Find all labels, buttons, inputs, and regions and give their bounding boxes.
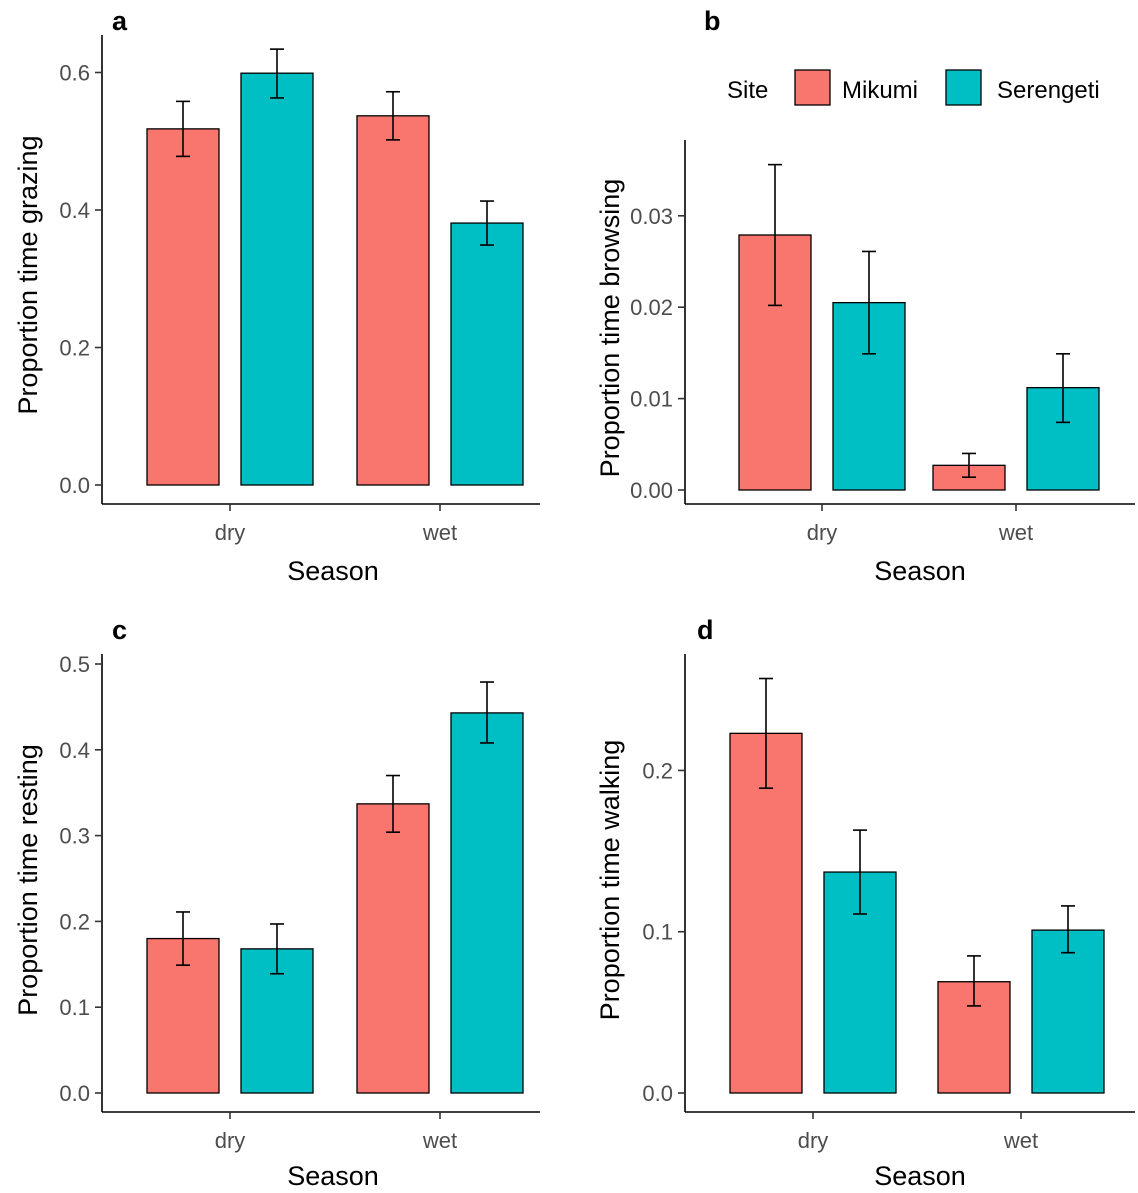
panel-d: d 0.0 0.1 0.2 dry wet Season Proportion time wa…: [595, 615, 1135, 1191]
legend-swatch-serengeti: [945, 69, 982, 106]
panel-letter: c: [112, 615, 127, 645]
x-tick-label-wet: wet: [422, 520, 457, 545]
x-tick-label-wet: wet: [1003, 1128, 1038, 1153]
legend-label-serengeti: Serengeti: [997, 77, 1100, 104]
y-tick-label: 0.0: [59, 1081, 90, 1106]
x-axis-title: Season: [874, 556, 966, 586]
legend: Site Mikumi Serengeti: [727, 69, 1100, 106]
panel-c: c 0.0 0.1 0.2 0.3 0.4 0.5 dry wet Season Proportio…: [13, 615, 540, 1191]
x-tick-label-dry: dry: [215, 520, 246, 545]
y-axis-title: Proportion time walking: [595, 740, 625, 1021]
y-tick-label: 0.00: [630, 478, 673, 503]
x-axis-title: Season: [287, 556, 379, 586]
bar-serengeti-wet: [450, 712, 524, 1094]
y-axis-title: Proportion time grazing: [13, 135, 43, 414]
y-tick-label: 0.03: [630, 204, 673, 229]
y-tick-label: 0.02: [630, 295, 673, 320]
y-tick-label: 0.6: [59, 61, 90, 86]
legend-label-mikumi: Mikumi: [842, 77, 918, 104]
y-tick-label: 0.01: [630, 387, 673, 412]
x-tick-label-dry: dry: [807, 520, 838, 545]
bar-mikumi-wet: [356, 803, 430, 1094]
x-tick-label-dry: dry: [215, 1128, 246, 1153]
panel-b: b 0.00 0.01 0.02 0.03 dry wet Season Proportion …: [595, 6, 1135, 586]
bar-mikumi-dry: [729, 732, 803, 1094]
y-tick-label: 0.4: [59, 198, 90, 223]
y-tick-label: 0.3: [59, 824, 90, 849]
y-tick-label: 0.0: [642, 1081, 673, 1106]
panel-letter: b: [704, 6, 721, 36]
y-tick-label: 0.4: [59, 738, 90, 763]
x-tick-label-dry: dry: [798, 1128, 829, 1153]
bar-serengeti-dry: [240, 72, 314, 486]
x-axis-title: Season: [874, 1161, 966, 1191]
y-tick-label: 0.2: [59, 336, 90, 361]
legend-title: Site: [727, 77, 768, 104]
panel-a: a 0.0 0.2 0.4 0.6 dry wet Season Proportion time…: [13, 6, 540, 586]
bar-mikumi-dry: [146, 128, 220, 486]
y-tick-label: 0.2: [59, 909, 90, 934]
y-tick-label: 0.0: [59, 473, 90, 498]
x-tick-label-wet: wet: [998, 520, 1033, 545]
panel-letter: d: [697, 615, 714, 645]
legend-swatch-mikumi: [794, 69, 831, 106]
panel-letter: a: [112, 6, 128, 36]
y-tick-label: 0.1: [59, 995, 90, 1020]
y-tick-label: 0.2: [642, 758, 673, 783]
x-tick-label-wet: wet: [422, 1128, 457, 1153]
y-axis-title: Proportion time resting: [13, 744, 43, 1016]
x-axis-title: Season: [287, 1161, 379, 1191]
bar-serengeti-wet: [1031, 929, 1105, 1094]
y-tick-label: 0.5: [59, 652, 90, 677]
bar-mikumi-wet: [356, 115, 430, 486]
y-axis-title: Proportion time browsing: [595, 179, 625, 478]
y-tick-label: 0.1: [642, 920, 673, 945]
bar-serengeti-wet: [450, 222, 524, 486]
